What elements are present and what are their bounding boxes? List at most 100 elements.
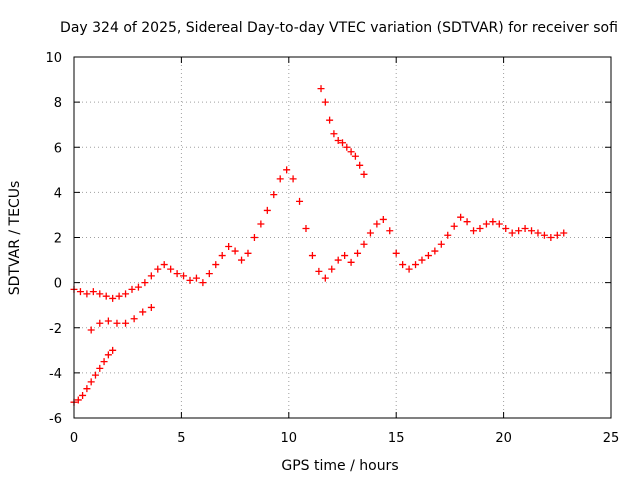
data-point <box>540 231 548 239</box>
data-point <box>366 229 374 237</box>
x-axis-label: GPS time / hours <box>281 458 398 474</box>
data-point <box>296 197 304 205</box>
tick-layer: 0 5 10 15 20 25 -6 -4 -2 0 2 4 6 8 10 <box>45 51 619 446</box>
data-point <box>167 265 175 273</box>
data-point <box>100 358 108 366</box>
data-point <box>160 261 168 269</box>
data-point <box>412 261 420 269</box>
data-point <box>302 224 310 232</box>
data-point <box>199 279 207 287</box>
data-point <box>308 252 316 260</box>
data-point <box>334 256 342 264</box>
data-point <box>257 220 265 228</box>
y-tick-label: 2 <box>54 232 62 247</box>
data-point <box>444 231 452 239</box>
data-point <box>354 249 362 257</box>
data-point <box>74 396 82 404</box>
data-point <box>250 234 258 241</box>
data-point <box>424 252 432 260</box>
data-point <box>225 243 233 251</box>
data-point <box>418 256 426 264</box>
data-point <box>134 283 142 291</box>
data-point <box>470 227 478 235</box>
data-point <box>173 270 181 278</box>
data-point <box>553 231 561 239</box>
data-point <box>122 319 130 327</box>
y-tick-label: 0 <box>54 277 62 292</box>
data-point <box>386 227 394 235</box>
data-point <box>339 139 346 147</box>
data-point <box>521 224 529 232</box>
data-point <box>130 315 138 323</box>
y-tick-label: -4 <box>49 367 62 382</box>
data-point <box>437 240 445 248</box>
data-point <box>122 290 130 298</box>
data-point <box>96 290 104 298</box>
y-tick-label: 6 <box>54 141 62 156</box>
data-point <box>317 85 325 93</box>
data-point <box>341 252 349 260</box>
data-point <box>109 346 117 354</box>
data-point <box>244 249 252 257</box>
data-point <box>89 288 97 296</box>
data-point <box>328 265 336 273</box>
data-point <box>96 364 104 372</box>
data-point <box>560 229 568 237</box>
data-point <box>502 224 510 232</box>
data-point <box>321 274 329 282</box>
data-point <box>218 252 226 260</box>
data-point <box>547 234 555 241</box>
data-point <box>154 265 162 273</box>
y-tick-label: -2 <box>49 322 62 337</box>
y-axis-label: SDTVAR / TECUs <box>7 181 23 296</box>
y-tick-label: 10 <box>45 51 62 66</box>
data-point <box>379 215 387 223</box>
data-point <box>238 256 246 264</box>
chart-title: Day 324 of 2025, Sidereal Day-to-day VTE… <box>60 20 618 36</box>
data-point <box>360 170 368 178</box>
data-point <box>141 279 149 287</box>
data-point <box>102 292 110 300</box>
data-point <box>104 351 112 359</box>
data-point <box>334 136 342 144</box>
data-point <box>463 218 471 226</box>
data-point <box>87 326 95 334</box>
data-point <box>399 261 407 269</box>
data-point <box>508 229 516 237</box>
data-point <box>321 98 329 106</box>
x-tick-label: 0 <box>70 431 78 446</box>
data-point <box>128 285 136 293</box>
data-point <box>139 308 147 316</box>
data-point <box>392 249 400 257</box>
data-point <box>482 220 490 228</box>
data-point <box>276 175 284 183</box>
x-tick-label: 25 <box>603 431 620 446</box>
data-point <box>212 261 220 269</box>
x-tick-label: 20 <box>495 431 512 446</box>
data-point <box>96 319 104 327</box>
data-point <box>495 220 503 228</box>
data-point <box>515 227 523 235</box>
data-point <box>360 240 368 248</box>
data-point <box>113 319 121 327</box>
data-point <box>356 161 364 169</box>
data-point <box>489 218 497 226</box>
data-point <box>347 148 355 156</box>
data-point <box>83 385 91 393</box>
data-point <box>450 222 458 230</box>
data-point <box>147 303 155 311</box>
x-tick-label: 5 <box>177 431 185 446</box>
data-point <box>109 294 117 302</box>
data-point <box>347 258 355 266</box>
data-point <box>289 175 297 183</box>
data-point <box>83 290 91 298</box>
x-tick-label: 15 <box>388 431 405 446</box>
data-point <box>330 130 338 138</box>
data-point <box>263 206 271 214</box>
data-point <box>147 272 155 280</box>
data-point <box>431 247 439 255</box>
data-point <box>231 247 239 255</box>
data-point <box>528 227 536 235</box>
data-point <box>186 276 194 284</box>
data-point <box>104 317 112 325</box>
